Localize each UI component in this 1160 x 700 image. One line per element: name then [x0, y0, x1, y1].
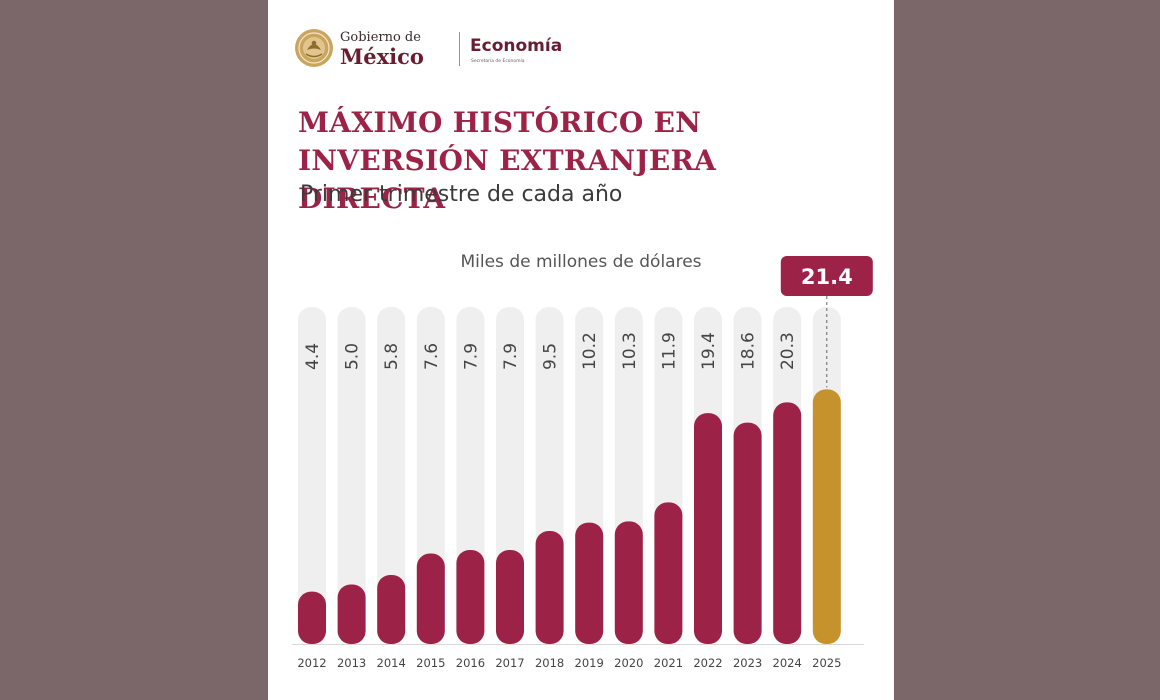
mexico-seal-icon: [295, 29, 333, 67]
x-tick-label: 2024: [773, 656, 802, 670]
callout-box: [780, 256, 873, 296]
bar: [496, 549, 524, 644]
x-tick-label: 2020: [614, 656, 643, 670]
data-label: 18.6: [739, 332, 759, 370]
data-label: 7.9: [501, 343, 521, 370]
chart-title: MÁXIMO HISTÓRICO EN INVERSIÓN EXTRANJERA…: [298, 106, 717, 215]
bar: [377, 574, 406, 644]
x-tick-label: 2022: [693, 656, 722, 670]
logo-line-1: Gobierno de: [340, 30, 421, 45]
x-tick-label: 2018: [535, 656, 564, 670]
data-label: 7.6: [422, 343, 442, 370]
data-label: 7.9: [461, 343, 481, 370]
bar: [535, 530, 564, 644]
bar-track: [298, 307, 326, 644]
infographic-card: Gobierno de México Economía Secretaría d…: [268, 0, 894, 700]
x-tick-label: 2025: [812, 656, 841, 670]
logo-divider: [459, 32, 460, 66]
bar: [654, 502, 683, 644]
bar: [416, 553, 445, 644]
x-tick-label: 2015: [416, 656, 445, 670]
data-label: 9.5: [541, 343, 561, 370]
data-label: 19.4: [699, 332, 719, 370]
bar: [733, 422, 762, 644]
data-label: 4.4: [303, 343, 323, 370]
y-axis-label: Miles de millones de dólares: [460, 252, 701, 272]
bar-track: [377, 307, 406, 644]
x-tick-label: 2021: [654, 656, 683, 670]
bar: [614, 521, 643, 644]
data-label: 11.9: [659, 332, 679, 370]
data-label: 5.0: [343, 343, 363, 370]
x-tick-label: 2013: [337, 656, 366, 670]
secretaria-name: Economía: [470, 36, 563, 56]
bar-highlight: [812, 389, 841, 644]
data-label: 5.8: [382, 343, 402, 370]
bar: [298, 591, 326, 644]
bar: [575, 522, 604, 644]
x-tick-label: 2014: [377, 656, 406, 670]
bar: [773, 402, 802, 644]
x-tick-label: 2023: [733, 656, 762, 670]
data-label: 20.3: [778, 332, 798, 370]
x-tick-label: 2016: [456, 656, 485, 670]
bar-chart: Miles de millones de dólares 2012 4.4 2013 5…: [292, 252, 873, 670]
chart-subtitle: Primer trimestre de cada año: [300, 182, 623, 207]
secretaria-subtitle: Secretaría de Economía: [471, 59, 525, 64]
data-label-highlight: 21.4: [801, 265, 853, 289]
bar: [337, 584, 366, 644]
logo-line-2: México: [340, 44, 424, 69]
x-tick-label: 2012: [297, 656, 326, 670]
bar: [694, 413, 722, 644]
bar: [456, 549, 485, 644]
x-tick-label: 2017: [495, 656, 524, 670]
data-label: 10.2: [580, 332, 600, 370]
data-label: 10.3: [620, 332, 640, 370]
bar-track: [337, 307, 366, 644]
x-tick-label: 2019: [575, 656, 604, 670]
